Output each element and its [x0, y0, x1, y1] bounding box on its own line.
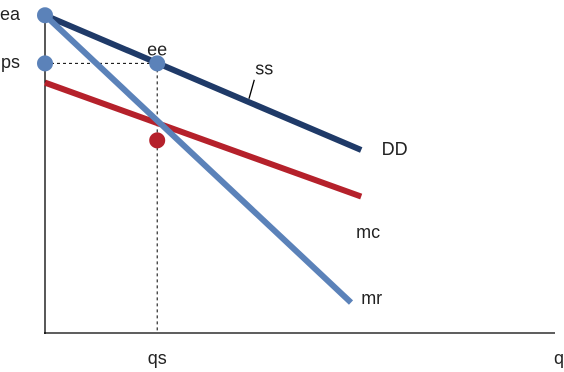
annotation-ee: ee: [147, 39, 167, 59]
guides: [45, 62, 158, 333]
point-marker-ee: [149, 55, 166, 72]
annotation-pointer-ss: [248, 79, 255, 99]
series-label-mc: mc: [356, 222, 380, 242]
series-line-DD: [43, 12, 363, 153]
x-tick-label-qs: qs: [148, 348, 167, 368]
y-tick-label-ea: ea: [0, 4, 21, 24]
series-line-mc: [43, 79, 363, 200]
series-label-DD: DD: [382, 139, 408, 159]
series-label-mr: mr: [361, 288, 382, 308]
series-line-mr: [42, 13, 354, 305]
x-axis-label: qq: [554, 348, 564, 368]
point-marker-mr-mc: [149, 132, 166, 149]
y-tick-label-ps: ps: [1, 52, 20, 72]
annotation-ss: ss: [255, 59, 273, 79]
series-lines: [42, 12, 363, 305]
chart-labels: ea ps qs qq DD mc mr ee ss: [0, 4, 564, 368]
point-marker-ea: [37, 7, 53, 24]
point-markers: [37, 7, 166, 149]
point-marker-ps: [37, 55, 53, 72]
